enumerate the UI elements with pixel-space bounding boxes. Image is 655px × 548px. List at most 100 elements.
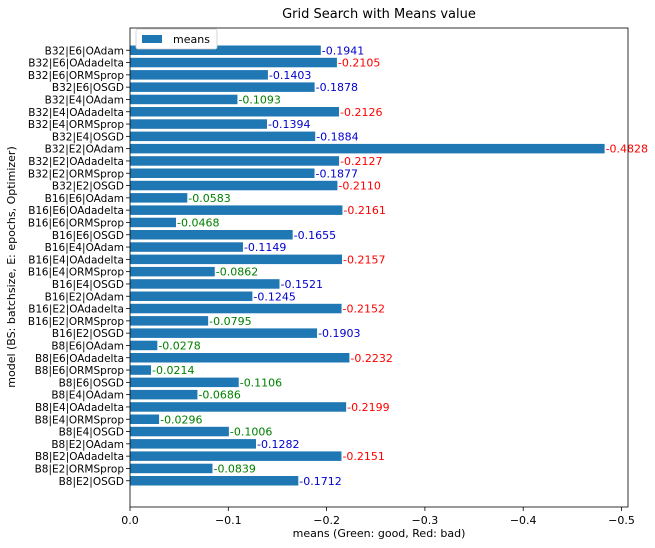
y-tick-label: B32|E6|OAdadelta bbox=[28, 58, 124, 70]
bar bbox=[130, 119, 268, 129]
y-tick-label: B16|E4|OAdadelta bbox=[28, 254, 124, 266]
bar bbox=[130, 476, 299, 486]
value-label: -0.2161 bbox=[343, 204, 385, 217]
y-tick-label: B8|E2|ORMSprop bbox=[35, 463, 125, 475]
value-label: -0.1884 bbox=[316, 130, 358, 143]
bar bbox=[130, 131, 316, 142]
y-tick-label: B16|E6|OSGD bbox=[52, 230, 124, 242]
bar bbox=[130, 316, 209, 326]
x-tick-label: −0.1 bbox=[215, 514, 242, 527]
value-label: -0.0839 bbox=[213, 462, 255, 475]
value-label: -0.0686 bbox=[198, 389, 240, 402]
value-label: -0.1006 bbox=[230, 426, 272, 439]
value-label: -0.0468 bbox=[177, 216, 219, 229]
bar bbox=[130, 266, 215, 277]
bar bbox=[130, 365, 152, 375]
value-label: -0.1712 bbox=[299, 475, 341, 488]
y-tick-label: B32|E2|ORMSprop bbox=[28, 168, 124, 180]
value-label: -0.1878 bbox=[316, 81, 358, 94]
bar bbox=[130, 340, 158, 351]
bar bbox=[130, 353, 350, 363]
x-tick-label: −0.2 bbox=[313, 514, 340, 527]
y-tick-label: B8|E2|OSGD bbox=[59, 476, 124, 488]
y-axis-label: model (BS: batchsize, E: epochs, Optimiz… bbox=[5, 146, 18, 387]
value-label: -0.1877 bbox=[316, 167, 358, 180]
value-label: -0.1093 bbox=[238, 93, 280, 106]
value-label: -0.2110 bbox=[338, 180, 380, 193]
y-tick-label: B8|E2|OAdadelta bbox=[35, 451, 124, 463]
value-label: -0.2126 bbox=[340, 106, 382, 119]
bar bbox=[130, 143, 605, 154]
bar bbox=[130, 254, 343, 265]
y-tick-label: B32|E2|OAdadelta bbox=[28, 156, 124, 168]
bar bbox=[130, 107, 339, 117]
value-label: -0.1655 bbox=[294, 229, 336, 242]
bar bbox=[130, 389, 198, 400]
bar bbox=[130, 70, 268, 80]
value-label: -0.1521 bbox=[281, 278, 323, 291]
x-axis-label: means (Green: good, Red: bad) bbox=[293, 527, 466, 540]
y-tick-label: B32|E4|OAdadelta bbox=[28, 107, 124, 119]
chart-title: Grid Search with Means value bbox=[282, 7, 476, 22]
y-tick-label: B32|E6|OAdam bbox=[45, 45, 124, 57]
y-tick-label: B16|E2|ORMSprop bbox=[28, 316, 124, 328]
value-label: -0.1403 bbox=[269, 69, 311, 82]
x-axis: 0.0 −0.1 −0.2 −0.3 −0.4 −0.5 bbox=[121, 507, 635, 527]
y-tick-label: B8|E6|OAdam bbox=[51, 340, 124, 352]
y-tick-label: B8|E4|OSGD bbox=[59, 427, 124, 439]
bar bbox=[130, 426, 229, 437]
value-label: -0.2199 bbox=[347, 401, 389, 414]
y-tick-label: B8|E6|ORMSprop bbox=[35, 365, 125, 377]
bar bbox=[130, 94, 238, 105]
bar bbox=[130, 230, 293, 240]
y-tick-label: B8|E4|OAdam bbox=[51, 390, 124, 402]
y-tick-label: B16|E6|OAdadelta bbox=[28, 205, 124, 217]
value-label: -0.0296 bbox=[160, 413, 202, 426]
bar bbox=[130, 451, 342, 461]
y-tick-label: B32|E4|OSGD bbox=[52, 131, 124, 143]
bar bbox=[130, 205, 343, 215]
value-label: -0.2127 bbox=[340, 155, 382, 168]
bar bbox=[130, 402, 347, 412]
bar bbox=[130, 156, 340, 166]
legend: means bbox=[135, 28, 218, 50]
y-tick-label: B16|E6|ORMSprop bbox=[28, 217, 124, 229]
value-label: -0.2157 bbox=[343, 253, 385, 266]
value-label: -0.4828 bbox=[606, 143, 648, 156]
y-tick-label: B32|E6|ORMSprop bbox=[28, 70, 124, 82]
y-tick-label: B16|E4|OSGD bbox=[52, 279, 124, 291]
value-label: -0.2152 bbox=[343, 303, 385, 316]
value-label: -0.0214 bbox=[152, 364, 194, 377]
bar bbox=[130, 291, 253, 301]
bar bbox=[130, 279, 280, 289]
value-label: -0.2105 bbox=[338, 57, 380, 70]
value-label: -0.1149 bbox=[244, 241, 286, 254]
legend-swatch bbox=[142, 35, 162, 43]
bar bbox=[130, 82, 315, 92]
y-tick-label: B32|E4|ORMSprop bbox=[28, 119, 124, 131]
x-tick-label: 0.0 bbox=[121, 514, 139, 527]
bar bbox=[130, 180, 338, 191]
bar bbox=[130, 328, 318, 338]
value-label: -0.0583 bbox=[188, 192, 230, 205]
value-labels-layer: -0.1941-0.2105 -0.1403 -0.1878 -0.1093 -0.21… bbox=[152, 44, 648, 488]
bar bbox=[130, 377, 239, 388]
legend-box bbox=[135, 28, 218, 50]
bar bbox=[130, 414, 160, 424]
bar bbox=[130, 193, 188, 203]
y-tick-label: B32|E2|OAdam bbox=[45, 144, 124, 156]
bar bbox=[130, 439, 257, 449]
bars-layer bbox=[130, 45, 605, 486]
y-tick-label: B32|E2|OSGD bbox=[52, 181, 124, 193]
x-tick-label: −0.4 bbox=[510, 514, 537, 527]
value-label: -0.1394 bbox=[268, 118, 310, 131]
bar bbox=[130, 242, 243, 252]
value-label: -0.0862 bbox=[216, 266, 258, 279]
y-tick-label: B32|E4|OAdam bbox=[45, 94, 124, 106]
y-tick-label: B8|E2|OAdam bbox=[51, 439, 124, 451]
y-tick-label: B16|E6|OAdam bbox=[45, 193, 124, 205]
value-label: -0.0795 bbox=[209, 315, 251, 328]
bar bbox=[130, 463, 213, 474]
bar bbox=[130, 168, 315, 178]
